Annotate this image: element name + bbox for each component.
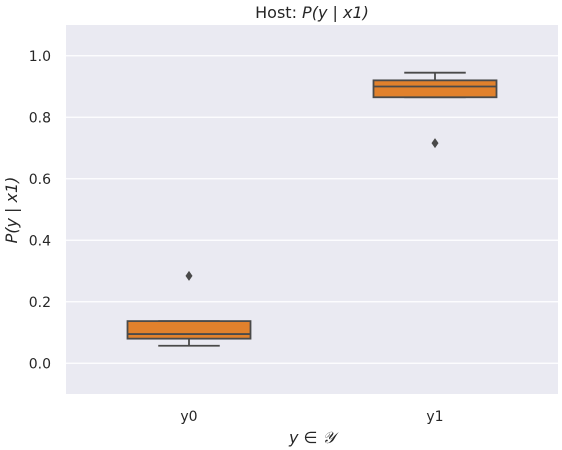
y-tick-labels: 0.0 0.2 0.4 0.6 0.8 1.0 — [29, 49, 51, 373]
iqr-box — [128, 321, 251, 339]
x-axis-label: y ∈ 𝒴 — [288, 428, 340, 447]
title-math: P(y | x1) — [302, 3, 369, 22]
y-tick-label: 0.2 — [29, 295, 51, 311]
y-tick-label: 0.6 — [29, 172, 51, 188]
chart-title: Host: P(y | x1) — [255, 3, 369, 22]
title-prefix: Host: — [255, 3, 302, 22]
x-tick-label: y0 — [180, 409, 197, 425]
x-tick-label: y1 — [426, 409, 443, 425]
y-tick-label: 0.4 — [29, 233, 51, 249]
iqr-box — [374, 80, 497, 97]
y-tick-label: 0.0 — [29, 356, 51, 372]
y-tick-label: 1.0 — [29, 49, 51, 65]
y-axis-label: P(y | x1) — [2, 177, 21, 244]
x-tick-labels: y0 y1 — [180, 409, 443, 425]
y-tick-label: 0.8 — [29, 110, 51, 126]
